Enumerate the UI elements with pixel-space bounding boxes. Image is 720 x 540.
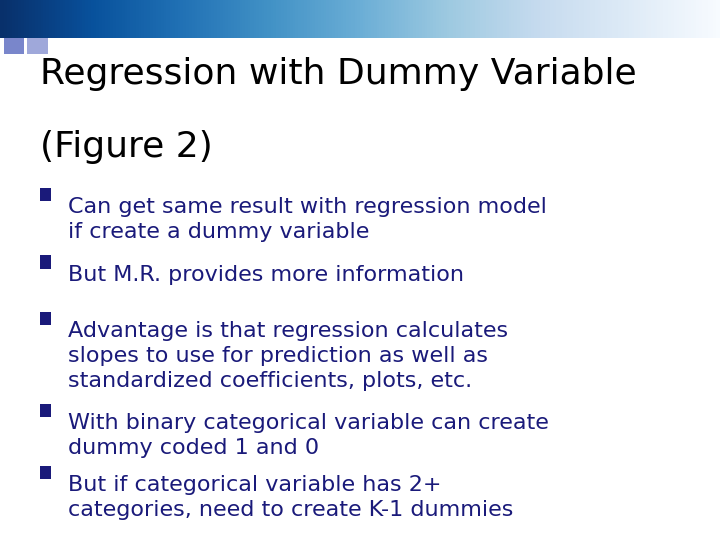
Text: Can get same result with regression model
if create a dummy variable: Can get same result with regression mode… — [68, 197, 547, 242]
Bar — [40, 187, 51, 201]
Bar — [40, 404, 51, 417]
Text: But if categorical variable has 2+
categories, need to create K-1 dummies: But if categorical variable has 2+ categ… — [68, 475, 514, 520]
Text: But M.R. provides more information: But M.R. provides more information — [68, 265, 464, 285]
Text: Regression with Dummy Variable: Regression with Dummy Variable — [40, 57, 636, 91]
Bar — [27, 7, 48, 30]
Bar — [27, 32, 48, 54]
Bar — [40, 465, 51, 480]
Text: (Figure 2): (Figure 2) — [40, 130, 212, 164]
Text: With binary categorical variable can create
dummy coded 1 and 0: With binary categorical variable can cre… — [68, 413, 549, 458]
Bar — [4, 32, 24, 54]
Bar — [40, 312, 51, 325]
Text: Advantage is that regression calculates
slopes to use for prediction as well as
: Advantage is that regression calculates … — [68, 321, 508, 391]
Bar — [40, 255, 51, 268]
Bar — [4, 7, 24, 30]
